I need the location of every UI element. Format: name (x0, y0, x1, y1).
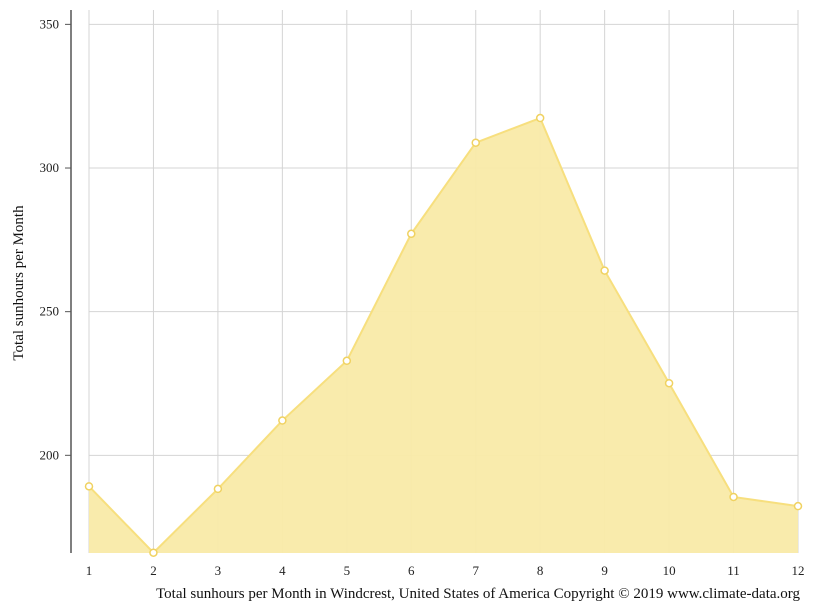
y-axis-title: Total sunhours per Month (11, 205, 27, 361)
data-point-10 (664, 378, 674, 388)
sunhours-area (89, 118, 798, 553)
x-tick-label-12: 12 (792, 563, 805, 578)
data-point-1 (84, 482, 94, 491)
x-tick-label-9: 9 (601, 563, 608, 578)
y-tick-label-250: 250 (40, 304, 60, 319)
data-point-5 (342, 356, 352, 366)
x-tick-label-11: 11 (727, 563, 740, 578)
y-tick-label-300: 300 (40, 160, 60, 175)
data-point-4 (278, 416, 287, 425)
x-tick-label-5: 5 (344, 563, 351, 578)
x-tick-label-10: 10 (663, 563, 676, 578)
x-tick-label-2: 2 (150, 563, 157, 578)
chart-caption: Total sunhours per Month in Windcrest, U… (156, 586, 800, 602)
x-tick-labels: 1 2 3 4 5 6 7 8 9 10 11 12 (86, 563, 805, 578)
x-tick-label-1: 1 (86, 563, 93, 578)
data-point-6 (407, 229, 416, 239)
x-tick-label-6: 6 (408, 563, 415, 578)
data-point-9 (600, 266, 609, 275)
data-point-2 (149, 548, 158, 557)
data-point-7 (471, 138, 480, 147)
y-tick-label-200: 200 (40, 447, 60, 462)
data-point-11 (729, 492, 738, 502)
data-point-3 (213, 484, 223, 494)
sunhours-line (88, 116, 799, 555)
x-tick-label-8: 8 (537, 563, 544, 578)
data-points (84, 113, 803, 557)
data-point-12 (793, 501, 803, 511)
y-tick-label-350: 350 (40, 16, 60, 31)
x-tick-label-4: 4 (279, 563, 286, 578)
data-point-8 (535, 113, 545, 123)
y-tick-labels: 200 250 300 350 (40, 16, 71, 462)
x-tick-label-7: 7 (472, 563, 479, 578)
x-tick-label-3: 3 (215, 563, 222, 578)
